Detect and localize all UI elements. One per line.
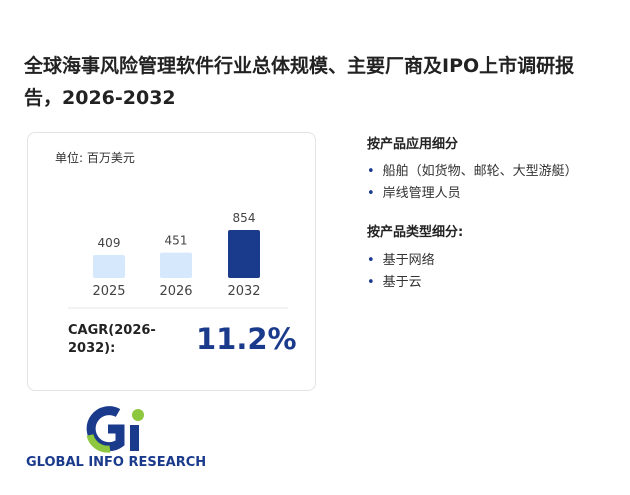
unit-label: 单位: 百万美元 (55, 151, 135, 165)
segment-heading: 按产品应用细分 (367, 137, 459, 152)
logo-mark (86, 406, 144, 453)
logo-text: GLOBAL INFO RESEARCH (26, 455, 207, 470)
segment-item: 岸线管理人员 (367, 182, 461, 201)
value-label: 409 (98, 236, 121, 250)
x-tick-label: 2025 (92, 284, 125, 299)
segment-heading: 按产品类型细分: (367, 225, 464, 240)
value-label: 854 (233, 211, 256, 225)
bar (228, 230, 260, 278)
title: 全球海事风险管理软件行业总体规模、主要厂商及IPO上市调研报告，2026-203… (24, 55, 575, 109)
bar (93, 255, 125, 278)
card (27, 132, 316, 391)
cagr-value: 11.2% (196, 322, 297, 356)
value-label: 451 (165, 234, 188, 248)
segment-item: 基于网络 (367, 249, 435, 268)
x-tick-label: 2026 (159, 284, 192, 299)
x-tick-label: 2032 (227, 284, 260, 299)
bar (160, 252, 192, 278)
segment-item: 基于云 (367, 271, 422, 290)
cagr-label: CAGR(2026-2032): (68, 323, 156, 356)
segment-item: 船舶（如货物、邮轮、大型游艇） (367, 160, 578, 179)
